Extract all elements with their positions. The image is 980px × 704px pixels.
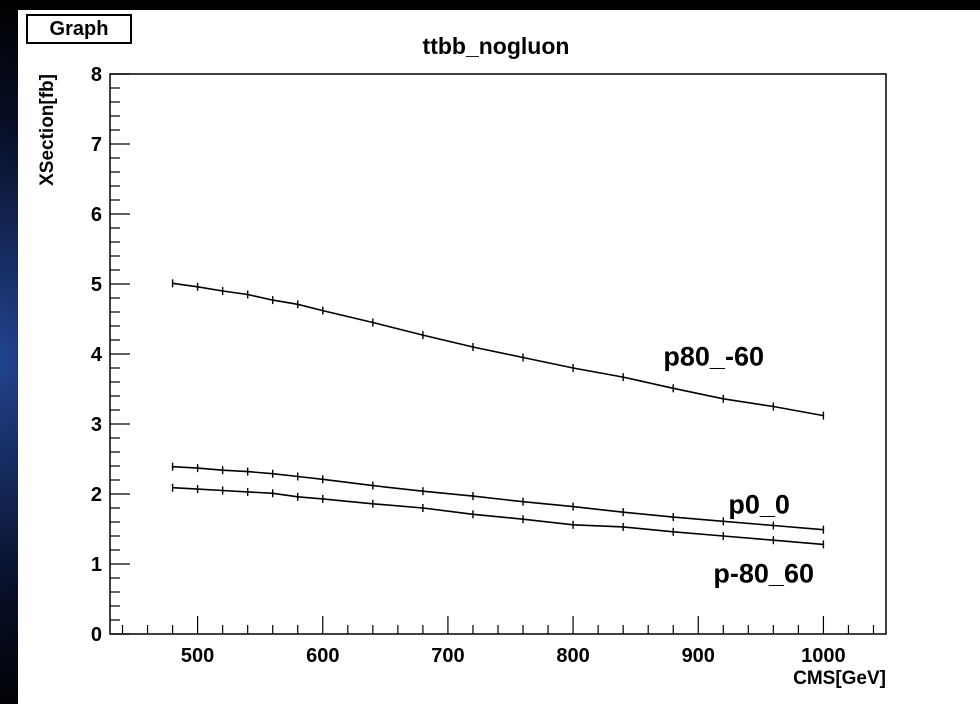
y-tick-label: 5: [91, 274, 102, 296]
series-label: p80_-60: [663, 342, 764, 372]
x-tick-label: 900: [682, 645, 715, 667]
y-axis: 0 1 2 3 4 5 6 7 8: [91, 64, 130, 646]
chart-title: ttbb_nogluon: [423, 33, 570, 59]
y-tick-label: 7: [91, 134, 102, 156]
y-tick-label: 4: [91, 344, 103, 366]
series-line: [172, 486, 824, 546]
y-tick-label: 2: [91, 484, 102, 506]
series-group: p80_-60 p0_0 p-80_60: [171, 279, 825, 588]
x-axis: 500 600 700 800 900 1000: [121, 616, 875, 667]
y-tick-label: 3: [91, 414, 102, 436]
graph-canvas: [18, 10, 980, 704]
y-tick-label: 8: [91, 64, 102, 86]
series-label: p0_0: [728, 490, 790, 520]
y-tick-label: 6: [91, 204, 102, 226]
x-tick-label: 800: [556, 645, 589, 667]
x-tick-label: 700: [431, 645, 464, 667]
plot-frame: [109, 73, 887, 635]
series-label: p-80_60: [713, 558, 814, 588]
x-tick-label: 1000: [801, 645, 846, 667]
y-axis-label: XSection[fb]: [37, 74, 58, 186]
x-axis-label: CMS[GeV]: [793, 668, 886, 689]
graph-tab[interactable]: Graph: [26, 14, 132, 44]
x-tick-label: 600: [306, 645, 339, 667]
x-tick-label: 500: [181, 645, 214, 667]
graph-tab-label: Graph: [49, 17, 109, 40]
series-line: [172, 465, 824, 531]
y-tick-label: 0: [91, 624, 102, 646]
y-tick-label: 1: [91, 554, 102, 576]
